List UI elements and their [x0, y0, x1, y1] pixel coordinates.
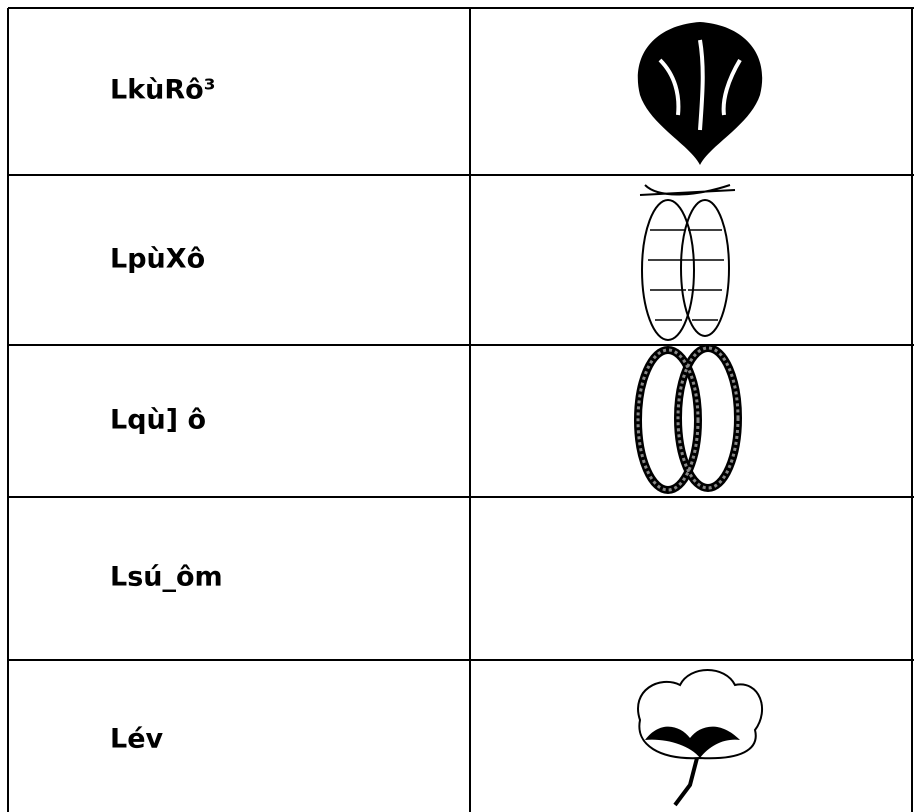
cell-label: Lqù] ô: [110, 405, 206, 436]
cell-label: Lév: [110, 724, 164, 755]
cell-label: LkùRô³: [110, 75, 216, 106]
table-grid: [7, 7, 914, 812]
icon-fruit: [637, 22, 763, 165]
cell-label: Lsú_ôm: [110, 562, 223, 593]
icon-rings: [634, 344, 742, 494]
icon-pods: [639, 184, 736, 341]
cell-label: LpùXô: [110, 244, 205, 275]
icon-cotton: [637, 669, 764, 807]
